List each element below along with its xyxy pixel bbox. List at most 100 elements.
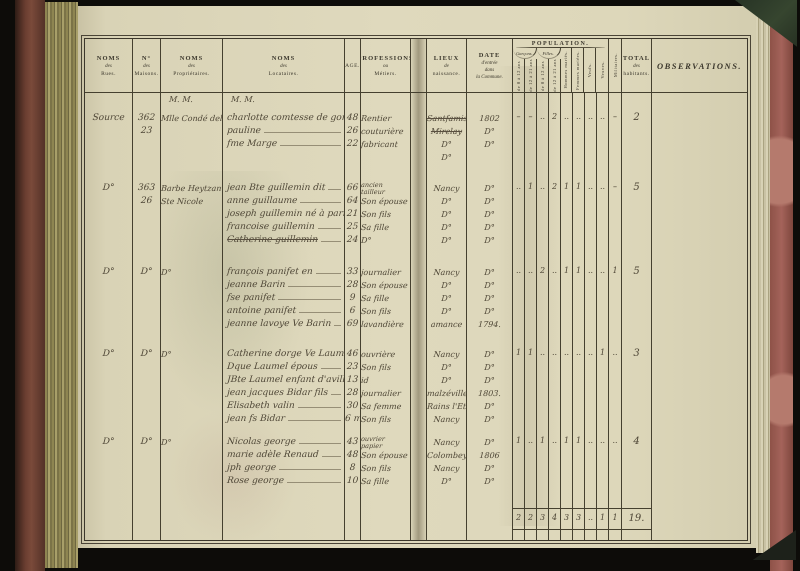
tenant-name: pauline [226, 126, 262, 136]
population-count: .. [585, 106, 597, 176]
house-number: 23 [140, 126, 153, 136]
population-count: 1 [525, 342, 537, 430]
tenant-name: françois panifet en [226, 267, 314, 277]
cell [597, 530, 609, 540]
cell-street: D° [85, 260, 133, 342]
header-line: naissance. [432, 70, 461, 77]
header-militaires: Militaires. [609, 39, 622, 92]
militaires-total: 1 [609, 508, 622, 530]
table-header: NOMS des Rues. N° des Maisons. NOMS des … [85, 39, 747, 93]
household-group: D° D° D° Nicolas george marie adèle Renaud jp… [85, 430, 747, 508]
page-fold [411, 39, 427, 92]
header-line: la Commune. [476, 74, 503, 80]
paper-stain [160, 171, 310, 421]
entry-date: D° [483, 464, 496, 473]
grand-total: 19. [622, 508, 652, 530]
tenant-row: JBte Laumel enfant d'aville [223, 374, 344, 387]
birthplace: Nancy [433, 268, 460, 277]
population-count: 1 [525, 176, 537, 260]
cell [652, 530, 747, 540]
entry-date: 1803. [477, 389, 502, 398]
cell [585, 93, 597, 106]
population-total: 3 [537, 508, 549, 530]
militaires-count: – [609, 176, 622, 260]
header-line: d'entrée [481, 60, 498, 66]
street-name: D° [102, 349, 115, 359]
birthplace: Nancy [433, 415, 460, 424]
header-line: Rues. [101, 70, 116, 77]
cell [223, 530, 345, 540]
header-line: AGE. [345, 62, 360, 69]
paper-stain [168, 406, 298, 546]
house-number: D° [140, 349, 153, 359]
cell-observations [652, 260, 747, 342]
page-fold [411, 530, 427, 540]
header-filles: Filles. [536, 48, 561, 60]
tenant-age: 64 [346, 196, 359, 206]
page-fold [411, 508, 427, 530]
cell-professions: ouvrier papier Son épouse Son fils Sa fille [361, 430, 411, 508]
cell-professions: journalier Son épouse Sa fille Son fils lava… [361, 260, 411, 342]
cell [537, 530, 549, 540]
population-total: 3 [561, 508, 573, 530]
tenant-row: Nicolas george [223, 436, 344, 449]
population-total: 2 [513, 508, 525, 530]
birthplace: D° [440, 236, 453, 245]
rule-line [315, 273, 341, 274]
cell [513, 93, 525, 106]
population-count: .. [573, 342, 585, 430]
tenant-row: jean Bte guillemin dit [223, 182, 344, 195]
header-line: de [444, 63, 449, 69]
header-noms-rues: NOMS des Rues. [85, 39, 133, 92]
tenant-name: Dque Laumel épous [226, 362, 319, 372]
cell [361, 508, 411, 530]
cell [525, 93, 537, 106]
tenant-name: jeanne Barin [226, 280, 286, 290]
entry-date: 1802 [478, 114, 500, 123]
entry-date: D° [483, 197, 496, 206]
cell [223, 508, 345, 530]
tenant-age: 26 [346, 126, 359, 136]
header-age: AGE. [345, 39, 361, 92]
militaires-count: – [609, 106, 622, 176]
cell-birthplaces: Nancy Colombey Nancy D° [427, 430, 467, 508]
header-line: TOTAL [622, 54, 651, 62]
cell [85, 508, 133, 530]
proprietor-name: D° [161, 438, 172, 447]
birthplace: Colombey [427, 451, 467, 460]
population-count: .. [573, 106, 585, 176]
rule-line [287, 420, 341, 421]
population-count: 1 [561, 176, 573, 260]
tenant-name: Rose george [226, 476, 285, 486]
entry-date: D° [483, 223, 496, 232]
header-noms-locataires: NOMS des Locataires. [223, 39, 345, 92]
cell-ages: 43 48 8 10 [345, 430, 361, 508]
cell [549, 530, 561, 540]
entry-date: D° [483, 363, 496, 372]
entry-date: D° [483, 184, 496, 193]
population-count: .. [549, 260, 561, 342]
tenant-name: jean Bte guillemin dit [226, 183, 326, 193]
header-noms-proprietaires: NOMS des Propriétaires. [161, 39, 223, 92]
tenant-age: 13 [346, 375, 359, 385]
cell-observations [652, 176, 747, 260]
cell-proprietor: Mlle Condé delavoix [161, 106, 223, 176]
street-name: D° [102, 267, 115, 277]
rule-line [279, 469, 341, 470]
entry-date: 1794. [477, 320, 502, 329]
tenant-row: fse panifet [223, 292, 344, 305]
tenant-row: jean jacques Bidar fils [223, 387, 344, 400]
header-line: habitants. [623, 70, 650, 77]
tenant-row: jeanne Barin [223, 279, 344, 292]
population-total: 3 [573, 508, 585, 530]
header-veufs: Veufs. [584, 48, 597, 92]
household-group: D° 363 26 Barbe Heytzanvilly Ste Nicole jean … [85, 176, 747, 260]
population-count: – [513, 106, 525, 176]
cell [427, 530, 467, 540]
rule-line [320, 241, 341, 242]
spacer-row [85, 530, 747, 540]
rule-line [278, 299, 341, 300]
population-count: 1 [561, 260, 573, 342]
cell-street: Source [85, 106, 133, 176]
cell-entry-dates: D° D° D° D° 1794. [467, 260, 513, 342]
